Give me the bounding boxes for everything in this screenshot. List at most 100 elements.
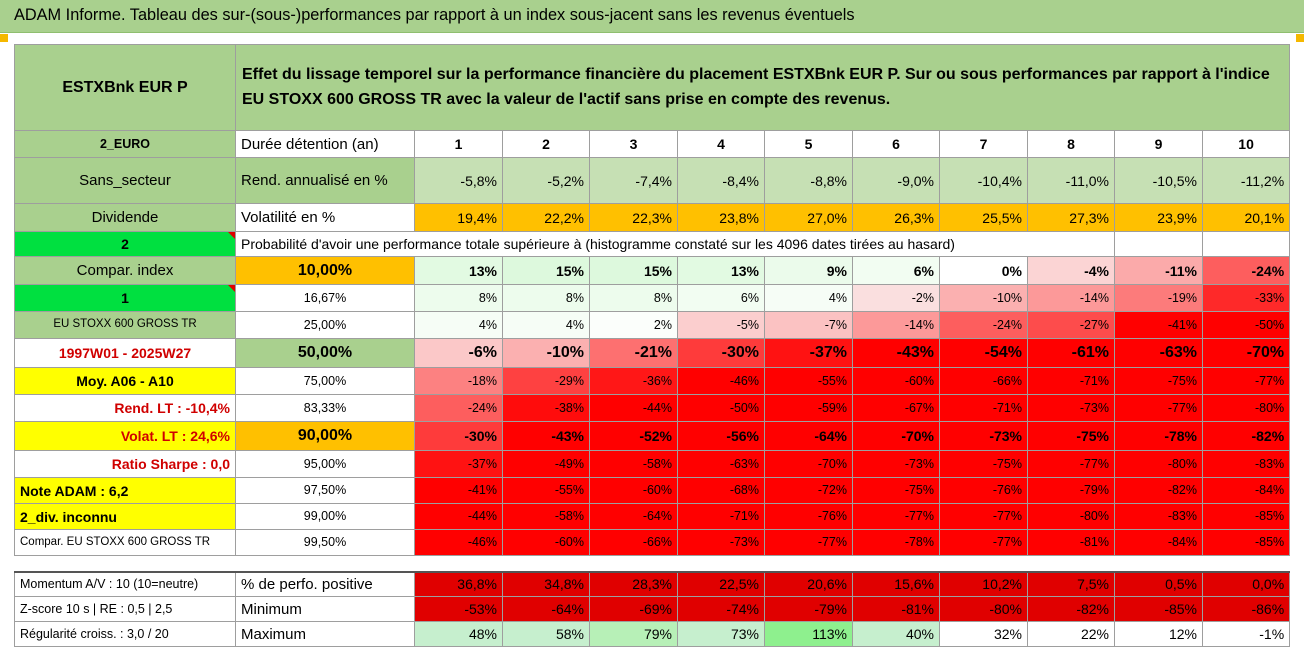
- probability-threshold: 25,00%: [235, 311, 415, 339]
- probability-value: -61%: [1027, 338, 1115, 368]
- maximum-value: 79%: [589, 621, 678, 647]
- probability-value: -80%: [1114, 450, 1203, 478]
- probability-value: -10%: [502, 338, 590, 368]
- probability-threshold: 99,00%: [235, 503, 415, 530]
- period-label: 1997W01 - 2025W27: [14, 338, 236, 368]
- volatility-value: 22,2%: [502, 203, 590, 232]
- probability-value: -27%: [1027, 311, 1115, 339]
- table-row: Ratio Sharpe : 0,0 95,00% -37% -49% -58% -63%…: [14, 450, 1291, 478]
- probability-value: -54%: [939, 338, 1028, 368]
- dividend-label: Dividende: [14, 203, 236, 232]
- probability-value: -76%: [764, 503, 853, 530]
- probability-value: -18%: [414, 367, 503, 395]
- probability-value: -6%: [414, 338, 503, 368]
- probability-value: -56%: [677, 421, 765, 451]
- positive-perf-value: 36,8%: [414, 571, 503, 597]
- sharpe-ratio: Ratio Sharpe : 0,0: [14, 450, 236, 478]
- annual-return-value: -8,8%: [764, 157, 853, 204]
- spacer-row: [14, 555, 1290, 573]
- code-2: 2: [14, 231, 236, 257]
- year-header: 4: [677, 130, 765, 158]
- table-row: 2 Probabilité d'avoir une performance tot…: [14, 231, 1291, 257]
- code-1: 1: [14, 284, 236, 312]
- minimum-label: Minimum: [235, 596, 415, 622]
- probability-threshold: 50,00%: [235, 338, 415, 368]
- table-row: 2_EURO Durée détention (an) 1 2 3 4 5 6 7 8 9 10: [14, 130, 1291, 158]
- probability-value: -73%: [677, 529, 765, 556]
- probability-value: -29%: [502, 367, 590, 395]
- probability-value: -76%: [939, 477, 1028, 504]
- title-bar: ADAM Informe. Tableau des sur-(sous-)per…: [0, 0, 1304, 33]
- empty-cell: [1201, 231, 1291, 257]
- probability-value: -83%: [1114, 503, 1203, 530]
- probability-value: -30%: [677, 338, 765, 368]
- probability-value: -24%: [939, 311, 1028, 339]
- probability-value: -85%: [1201, 529, 1291, 556]
- probability-value: -78%: [852, 529, 940, 556]
- year-header: 9: [1114, 130, 1203, 158]
- currency-label: 2_EURO: [14, 130, 236, 158]
- volatility-value: 25,5%: [939, 203, 1028, 232]
- probability-value: -64%: [589, 503, 678, 530]
- probability-value: -63%: [677, 450, 765, 478]
- long-term-return: Rend. LT : -10,4%: [14, 394, 236, 422]
- table-row: Note ADAM : 6,2 97,50% -41% -55% -60% -68% -72…: [14, 477, 1291, 504]
- positive-perf-value: 0,0%: [1201, 571, 1291, 597]
- corner-marker: [0, 34, 8, 42]
- annual-return-value: -11,2%: [1201, 157, 1291, 204]
- table-row: 2_div. inconnu 99,00% -44% -58% -64% -71% -76%…: [14, 503, 1291, 530]
- volatility-label: Volatilité en %: [235, 203, 415, 232]
- probability-value: -71%: [677, 503, 765, 530]
- probability-value: 13%: [414, 256, 503, 285]
- probability-value: -24%: [1201, 256, 1291, 285]
- table-row: Compar. EU STOXX 600 GROSS TR 99,50% -46% -…: [14, 529, 1291, 556]
- minimum-value: -86%: [1201, 596, 1291, 622]
- positive-perf-value: 10,2%: [939, 571, 1028, 597]
- table-row: Régularité croiss. : 3,0 / 20 Maximum 48% 5…: [14, 621, 1291, 647]
- probability-value: 8%: [502, 284, 590, 312]
- probability-value: -77%: [1114, 394, 1203, 422]
- table-row: Dividende Volatilité en % 19,4% 22,2% 22,3% 2…: [14, 203, 1291, 232]
- probability-value: -49%: [502, 450, 590, 478]
- positive-perf-value: 28,3%: [589, 571, 678, 597]
- minimum-value: -85%: [1114, 596, 1203, 622]
- volatility-value: 20,1%: [1201, 203, 1291, 232]
- long-term-volatility: Volat. LT : 24,6%: [14, 421, 236, 451]
- minimum-value: -80%: [939, 596, 1028, 622]
- probability-value: -79%: [1027, 477, 1115, 504]
- table-row: EU STOXX 600 GROSS TR 25,00% 4% 4% 2% -5% -7% -…: [14, 311, 1291, 339]
- probability-value: -14%: [852, 311, 940, 339]
- volatility-value: 19,4%: [414, 203, 503, 232]
- maximum-value: 40%: [852, 621, 940, 647]
- minimum-value: -69%: [589, 596, 678, 622]
- probability-value: -11%: [1114, 256, 1203, 285]
- maximum-value: 32%: [939, 621, 1028, 647]
- annual-return-value: -10,5%: [1114, 157, 1203, 204]
- probability-value: -60%: [852, 367, 940, 395]
- probability-value: 13%: [677, 256, 765, 285]
- probability-value: -7%: [764, 311, 853, 339]
- average-label: Moy. A06 - A10: [14, 367, 236, 395]
- probability-value: -75%: [939, 450, 1028, 478]
- probability-value: -44%: [589, 394, 678, 422]
- probability-value: -85%: [1201, 503, 1291, 530]
- probability-value: -70%: [1201, 338, 1291, 368]
- probability-value: -37%: [414, 450, 503, 478]
- probability-value: -59%: [764, 394, 853, 422]
- probability-value: -50%: [1201, 311, 1291, 339]
- fund-name: ESTXBnk EUR P: [14, 44, 236, 131]
- volatility-value: 23,9%: [1114, 203, 1203, 232]
- probability-value: -68%: [677, 477, 765, 504]
- probability-threshold: 97,50%: [235, 477, 415, 504]
- probability-value: -78%: [1114, 421, 1203, 451]
- annual-return-value: -5,2%: [502, 157, 590, 204]
- minimum-value: -64%: [502, 596, 590, 622]
- probability-value: -66%: [939, 367, 1028, 395]
- positive-perf-value: 7,5%: [1027, 571, 1115, 597]
- empty-cell: [1114, 231, 1203, 257]
- probability-value: -77%: [1201, 367, 1291, 395]
- positive-perf-value: 22,5%: [677, 571, 765, 597]
- sector-label: Sans_secteur: [14, 157, 236, 204]
- table-row: Sans_secteur Rend. annualisé en % -5,8% -5,…: [14, 157, 1291, 204]
- compar-index-label: Compar. index: [14, 256, 236, 285]
